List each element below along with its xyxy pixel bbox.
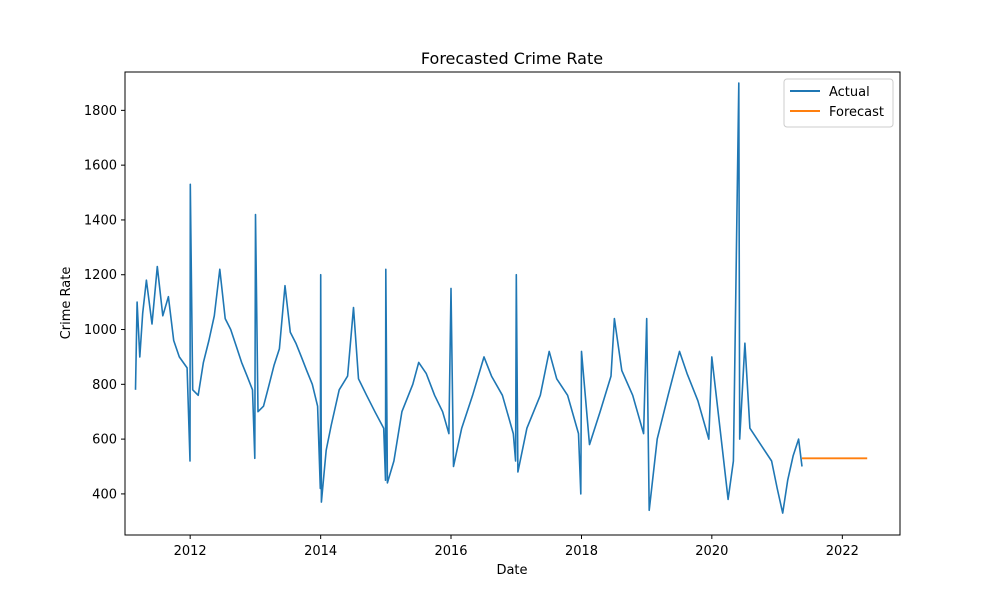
y-tick-label: 1200 — [84, 268, 117, 283]
series-line-actual — [134, 82, 803, 514]
x-tick-label: 2018 — [565, 544, 598, 559]
legend: Actual Forecast — [783, 78, 894, 128]
chart-title: Forecasted Crime Rate — [421, 49, 603, 68]
x-tick-label: 2014 — [304, 544, 337, 559]
y-tick-label: 1400 — [84, 213, 117, 228]
y-tick-label: 1000 — [84, 323, 117, 338]
x-tick-label: 2012 — [174, 544, 207, 559]
y-axis: 400 600 800 1000 1200 1400 1600 1800 — [84, 104, 125, 502]
x-axis: 2012 2014 2016 2018 2020 2022 — [174, 535, 859, 559]
y-axis-label: Crime Rate — [59, 267, 74, 340]
x-tick-label: 2020 — [695, 544, 728, 559]
x-axis-label: Date — [496, 563, 527, 578]
y-tick-label: 600 — [92, 433, 117, 448]
y-tick-label: 800 — [92, 378, 117, 393]
axes-frame — [124, 71, 901, 536]
legend-label-actual: Actual — [829, 85, 870, 100]
y-tick-label: 1600 — [84, 159, 117, 174]
y-tick-label: 400 — [92, 487, 117, 502]
series-layer — [134, 82, 868, 514]
x-tick-label: 2022 — [826, 544, 859, 559]
y-tick-label: 1800 — [84, 104, 117, 119]
x-tick-label: 2016 — [434, 544, 467, 559]
legend-label-forecast: Forecast — [829, 105, 884, 120]
